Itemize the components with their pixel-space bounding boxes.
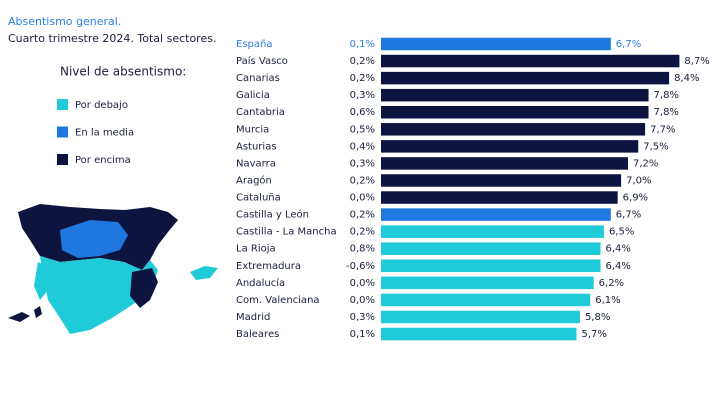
bar — [381, 242, 601, 255]
bar — [381, 37, 611, 51]
category-label: Andalucía — [236, 277, 285, 289]
value-label: 7,8% — [654, 107, 679, 118]
legend-label: Por debajo — [75, 100, 128, 111]
chart-subtitle: Cuarto trimestre 2024. Total sectores. — [8, 32, 216, 45]
category-label: Baleares — [236, 329, 279, 340]
value-label: 6,7% — [616, 210, 641, 221]
bar — [381, 105, 649, 119]
category-label: Com. Valenciana — [236, 295, 320, 306]
bar — [381, 310, 580, 324]
value-label: 6,9% — [623, 193, 648, 204]
bar — [381, 174, 622, 187]
change-label: 0,2% — [350, 210, 375, 221]
legend-swatch — [57, 154, 68, 165]
bar — [381, 208, 611, 221]
legend-label: En la media — [75, 128, 134, 139]
category-label: Canarias — [236, 73, 280, 84]
change-label: 0,8% — [350, 244, 375, 255]
value-label: 5,7% — [582, 329, 607, 340]
bar — [381, 123, 646, 136]
chart-title: Absentismo general. — [8, 15, 121, 28]
category-label: Murcia — [236, 124, 269, 135]
category-label: Extremadura — [236, 261, 301, 272]
value-label: 7,2% — [633, 158, 658, 169]
value-label: 6,1% — [595, 295, 620, 306]
change-label: 0,1% — [350, 329, 375, 340]
value-label: 8,7% — [684, 56, 709, 67]
value-label: 6,7% — [616, 39, 641, 50]
category-label: Cataluña — [236, 193, 281, 204]
category-label: Madrid — [236, 312, 270, 323]
change-label: 0,4% — [350, 141, 375, 152]
bar — [381, 54, 680, 68]
change-label: 0,0% — [350, 193, 375, 204]
change-label: 0,2% — [350, 175, 375, 186]
value-label: 6,2% — [599, 278, 624, 289]
bar — [381, 259, 601, 273]
legend-title: Nivel de absentismo: — [60, 65, 186, 79]
bar — [381, 88, 649, 102]
category-label: Navarra — [236, 158, 276, 169]
change-label: 0,0% — [350, 295, 375, 306]
category-label: Castilla y León — [236, 209, 309, 221]
category-label: Cantabria — [236, 107, 285, 118]
value-label: 7,0% — [626, 175, 651, 186]
change-label: 0,6% — [350, 107, 375, 118]
value-label: 7,5% — [643, 141, 668, 152]
category-label: España — [236, 39, 272, 50]
bar — [381, 71, 670, 85]
category-label: Aragón — [236, 174, 272, 186]
value-label: 7,7% — [650, 124, 675, 135]
legend-swatch — [57, 126, 68, 138]
legend-label: Por encima — [75, 155, 131, 166]
bar — [381, 293, 591, 307]
change-label: 0,2% — [350, 73, 375, 84]
value-label: 6,4% — [606, 261, 631, 272]
change-label: 0,0% — [350, 278, 375, 289]
value-label: 6,5% — [609, 227, 634, 238]
change-label: 0,5% — [350, 124, 375, 135]
change-label: 0,3% — [350, 158, 375, 169]
change-label: 0,3% — [350, 90, 375, 101]
bar — [381, 225, 604, 238]
change-label: 0,2% — [350, 227, 375, 238]
bar — [381, 140, 639, 153]
bar — [381, 157, 628, 170]
change-label: 0,3% — [350, 312, 375, 323]
category-label: Asturias — [236, 141, 277, 152]
bar — [381, 327, 577, 341]
value-label: 6,4% — [606, 244, 631, 255]
category-label: La Rioja — [236, 244, 276, 255]
bar — [381, 191, 618, 204]
category-label: Galicia — [236, 90, 270, 101]
value-label: 7,8% — [654, 90, 679, 101]
category-label: País Vasco — [236, 55, 288, 67]
category-label: Castilla - La Mancha — [236, 227, 337, 238]
change-label: 0,2% — [350, 56, 375, 67]
value-label: 5,8% — [585, 312, 610, 323]
change-label: -0,6% — [346, 261, 375, 272]
change-label: 0,1% — [350, 39, 375, 50]
bar — [381, 276, 594, 290]
legend-swatch — [57, 99, 68, 110]
value-label: 8,4% — [674, 73, 699, 84]
map — [8, 204, 218, 334]
